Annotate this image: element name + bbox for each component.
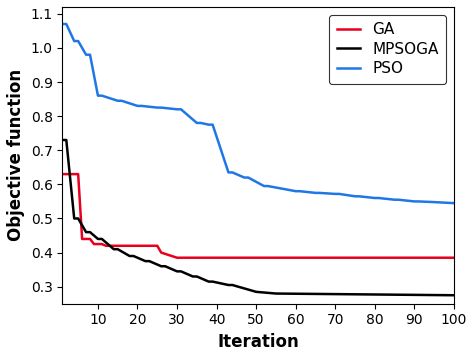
PSO [155,106,160,110]
PSO [60,22,65,26]
PSO [356,194,362,198]
MPSOGA [146,259,152,263]
Line: GA: GA [63,174,454,258]
GA [451,256,457,260]
PSO [337,192,342,196]
MPSOGA [253,290,259,294]
PSO [138,104,144,108]
PSO [206,122,211,127]
MPSOGA [64,138,69,142]
PSO [75,39,81,43]
GA [99,242,105,246]
PSO [451,201,457,205]
PSO [265,184,271,188]
PSO [119,98,125,103]
PSO [72,39,77,43]
PSO [198,121,204,125]
MPSOGA [174,269,180,274]
MPSOGA [226,283,231,287]
PSO [313,191,319,195]
Y-axis label: Objective function: Objective function [7,69,25,241]
MPSOGA [210,280,216,284]
PSO [210,122,216,127]
PSO [64,22,69,26]
GA [79,237,85,241]
MPSOGA [131,254,137,258]
PSO [431,200,437,204]
MPSOGA [158,264,164,268]
PSO [352,194,358,198]
MPSOGA [99,237,105,241]
MPSOGA [190,274,196,279]
PSO [415,199,421,204]
PSO [297,189,302,193]
MPSOGA [206,280,211,284]
PSO [178,107,184,111]
PSO [194,121,200,125]
PSO [174,107,180,111]
GA [158,251,164,255]
GA [64,172,69,176]
Line: PSO: PSO [63,24,454,203]
MPSOGA [127,254,132,258]
PSO [372,196,378,200]
GA [155,244,160,248]
MPSOGA [115,247,120,251]
PSO [246,175,251,180]
PSO [396,198,401,202]
MPSOGA [178,269,184,274]
MPSOGA [451,293,457,297]
MPSOGA [95,237,101,241]
GA [75,172,81,176]
Legend: GA, MPSOGA, PSO: GA, MPSOGA, PSO [329,15,446,84]
MPSOGA [83,230,89,234]
MPSOGA [72,216,77,221]
GA [60,172,65,176]
PSO [158,106,164,110]
GA [87,237,93,241]
MPSOGA [60,138,65,142]
MPSOGA [75,216,81,221]
PSO [392,198,397,202]
PSO [332,192,338,196]
PSO [317,191,322,195]
MPSOGA [162,264,168,268]
GA [103,244,109,248]
GA [174,256,180,260]
PSO [226,170,231,175]
MPSOGA [273,291,279,296]
PSO [229,170,235,175]
PSO [83,53,89,57]
PSO [241,175,247,180]
Line: MPSOGA: MPSOGA [63,140,454,295]
PSO [411,199,417,204]
PSO [376,196,382,200]
PSO [95,93,101,98]
GA [91,242,97,246]
MPSOGA [111,247,117,251]
MPSOGA [194,274,200,279]
PSO [87,53,93,57]
X-axis label: Iteration: Iteration [217,333,299,351]
MPSOGA [143,259,148,263]
PSO [99,93,105,98]
PSO [261,184,267,188]
MPSOGA [229,283,235,287]
PSO [115,98,120,103]
PSO [293,189,299,193]
MPSOGA [87,230,93,234]
PSO [135,104,140,108]
